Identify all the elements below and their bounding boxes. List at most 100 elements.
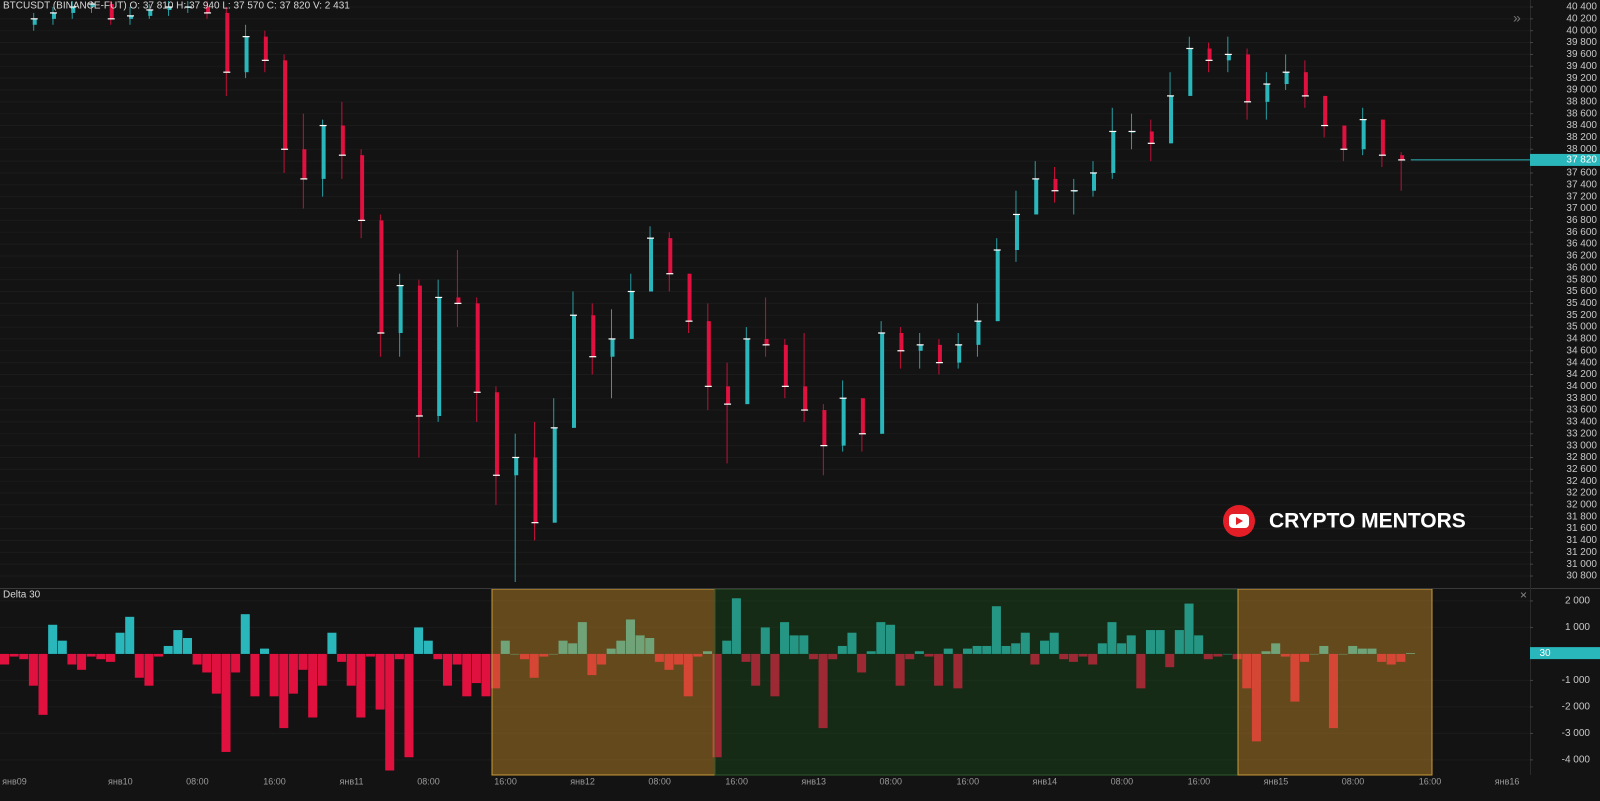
zone-highlight <box>491 588 716 776</box>
x-tick-label: 08:00 <box>417 776 440 786</box>
y-tick-label: 37 000 <box>1566 203 1597 214</box>
x-tick-label: 08:00 <box>1342 776 1365 786</box>
x-tick-label: 16:00 <box>1419 776 1442 786</box>
delta-bar <box>789 635 799 654</box>
delta-bar <box>1107 622 1117 654</box>
candle-body <box>899 333 904 351</box>
candle-body <box>340 125 345 156</box>
y-tick-label: 39 400 <box>1566 61 1597 72</box>
x-tick-label: янв13 <box>801 776 826 786</box>
delta-bar <box>337 653 347 662</box>
delta-bar <box>1271 643 1281 654</box>
delta-bar <box>1078 653 1088 657</box>
delta-bar <box>1242 653 1252 689</box>
delta-bar <box>1232 653 1242 660</box>
y-tick-label: -1 000 <box>1562 675 1591 686</box>
candle-body <box>668 238 673 274</box>
delta-bar <box>231 653 241 673</box>
delta-bar <box>481 653 491 697</box>
candle-body <box>302 149 307 179</box>
delta-bar <box>1117 643 1127 654</box>
grid-layer <box>0 6 1530 761</box>
delta-bar <box>1001 645 1011 654</box>
delta-bar <box>134 653 144 678</box>
delta-bar <box>356 653 366 718</box>
delta-bar <box>520 653 530 660</box>
delta-bar <box>914 651 924 654</box>
y-tick-label: 36 000 <box>1566 262 1597 273</box>
x-tick-label: 16:00 <box>725 776 748 786</box>
delta-bar <box>1097 643 1107 654</box>
close-icon[interactable]: × <box>1520 588 1527 602</box>
delta-bar <box>799 635 809 654</box>
candle-body <box>71 6 76 13</box>
candle-body <box>1149 131 1154 144</box>
candle-body <box>283 60 288 150</box>
delta-bar <box>943 648 953 654</box>
y-tick-label: 39 200 <box>1566 73 1597 84</box>
candle-body <box>1111 131 1116 173</box>
delta-bar <box>173 630 183 654</box>
delta-bar <box>539 653 549 657</box>
delta-bar <box>568 643 578 654</box>
delta-bar <box>19 653 29 660</box>
delta-bar <box>1203 653 1213 660</box>
y-tick-label: 36 400 <box>1566 239 1597 250</box>
candle-body <box>1053 178 1058 191</box>
delta-bar <box>597 653 607 665</box>
delta-bar <box>837 645 847 654</box>
y-tick-label: 31 000 <box>1566 559 1597 570</box>
candle-body <box>1226 54 1231 61</box>
candle-body <box>687 273 692 322</box>
delta-bar <box>1367 648 1377 654</box>
x-tick-label: янв16 <box>1495 776 1520 786</box>
candle-body <box>51 12 56 19</box>
y-tick-label: 31 600 <box>1566 523 1597 534</box>
candle-body <box>764 338 769 345</box>
y-tick-label: 37 200 <box>1566 191 1597 202</box>
delta-bar <box>1309 653 1319 655</box>
delta-bar <box>1136 653 1146 689</box>
delta-bar <box>587 653 597 676</box>
collapse-icon[interactable]: » <box>1513 10 1521 26</box>
delta-bar <box>288 653 298 694</box>
y-tick-label: 36 800 <box>1566 215 1597 226</box>
delta-bar <box>269 653 279 697</box>
delta-bar <box>847 632 857 654</box>
delta-bar <box>991 606 1001 654</box>
delta-bar <box>260 648 270 654</box>
candle-body <box>1323 95 1328 126</box>
y-tick-label: 35 000 <box>1566 322 1597 333</box>
x-tick-label: янв15 <box>1264 776 1289 786</box>
delta-bar <box>105 653 115 662</box>
y-tick-label: 33 800 <box>1566 393 1597 404</box>
zone-highlight <box>1237 588 1433 776</box>
y-tick-label: 33 400 <box>1566 417 1597 428</box>
delta-bar <box>1011 643 1021 654</box>
y-tick-label: 38 600 <box>1566 108 1597 119</box>
youtube-icon <box>1236 517 1243 525</box>
delta-bar <box>712 653 722 758</box>
candle-body <box>1265 84 1270 102</box>
y-tick-label: 1 000 <box>1565 622 1590 633</box>
delta-bar <box>423 640 433 654</box>
y-tick-label: 34 000 <box>1566 381 1597 392</box>
delta-bar <box>192 653 202 665</box>
bars-layer <box>0 1 1416 771</box>
delta-bar <box>963 648 973 654</box>
delta-bar <box>365 653 375 657</box>
delta-bar <box>1049 632 1059 654</box>
candle-body <box>571 315 576 428</box>
candle-body <box>726 386 731 405</box>
delta-bar <box>529 653 539 678</box>
delta-bar <box>125 616 135 654</box>
y-tick-label: 40 000 <box>1566 25 1597 36</box>
delta-bar <box>741 653 751 662</box>
delta-bar <box>1386 653 1396 665</box>
x-tick-label: 08:00 <box>186 776 209 786</box>
delta-bar <box>67 653 77 665</box>
y-tick-label: 39 800 <box>1566 37 1597 48</box>
delta-bar <box>1223 653 1233 655</box>
y-tick-label: -3 000 <box>1562 728 1591 739</box>
delta-bar <box>298 653 308 670</box>
